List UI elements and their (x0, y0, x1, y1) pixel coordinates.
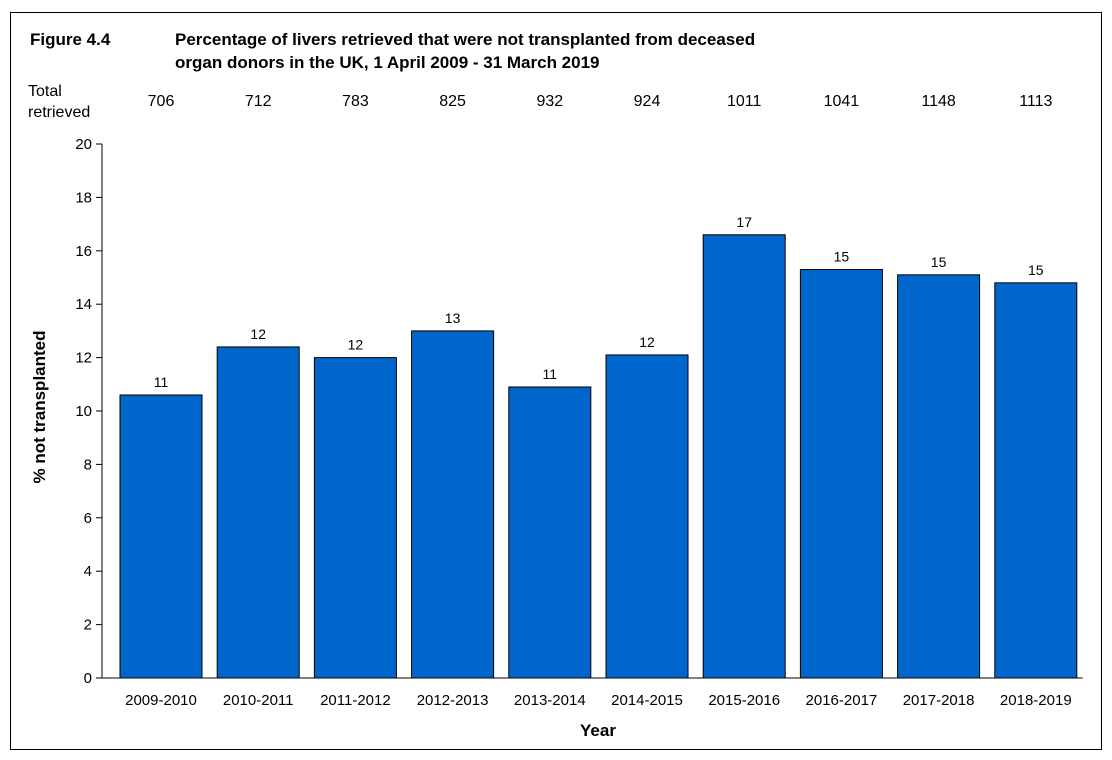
x-tick-label: 2015-2016 (708, 692, 780, 709)
total-retrieved-label-line1: Total (28, 83, 62, 100)
x-tick-label: 2013-2014 (514, 692, 586, 709)
bar (605, 354, 689, 679)
bar-data-label: 15 (1028, 262, 1044, 278)
x-tick-label: 2014-2015 (611, 692, 683, 709)
bar-data-label: 11 (543, 366, 558, 382)
bar-data-labels: 11 12 12 13 11 12 17 15 15 15 (154, 214, 1044, 390)
bar (508, 386, 592, 679)
bar (216, 346, 300, 679)
bars (102, 234, 1083, 679)
figure-number: Figure 4.4 (30, 30, 111, 49)
bar-data-label: 12 (348, 337, 364, 353)
x-tick-label: 2011-2012 (320, 692, 391, 709)
retrieved-value: 1011 (727, 93, 762, 110)
retrieved-value: 825 (439, 93, 466, 110)
x-tick-label: 2018-2019 (1000, 692, 1072, 709)
bar-data-label: 13 (445, 310, 461, 326)
bar-data-label: 12 (250, 326, 266, 342)
x-tick-label: 2012-2013 (417, 692, 489, 709)
figure-title-line2: organ donors in the UK, 1 April 2009 - 3… (175, 53, 600, 72)
y-tick-label: 18 (75, 189, 92, 206)
retrieved-value: 932 (536, 93, 563, 110)
y-tick-label: 20 (75, 136, 92, 153)
x-axis-title: Year (580, 721, 616, 740)
y-tick-label: 14 (75, 296, 92, 313)
bar (119, 394, 203, 679)
x-tick-label: 2016-2017 (806, 692, 878, 709)
retrieved-value: 783 (342, 93, 369, 110)
bar (702, 234, 786, 679)
bar (994, 282, 1078, 679)
bar (897, 274, 981, 679)
y-axis: 0 2 4 6 8 10 12 14 16 18 20 (75, 136, 103, 687)
x-tick-label: 2017-2018 (903, 692, 975, 709)
bar-data-label: 17 (736, 214, 752, 230)
retrieved-value: 924 (634, 93, 661, 110)
y-tick-label: 12 (75, 350, 92, 367)
bar-data-label: 11 (154, 374, 169, 390)
bar-data-label: 15 (931, 254, 947, 270)
retrieved-values: 706 712 783 825 932 924 1011 1041 1148 1113 (148, 93, 1053, 110)
retrieved-value: 1148 (921, 93, 956, 110)
bar (313, 357, 397, 679)
y-tick-label: 10 (75, 403, 92, 420)
y-tick-label: 6 (84, 510, 92, 527)
retrieved-value: 1041 (824, 93, 860, 110)
bar-data-label: 15 (834, 248, 850, 264)
figure-frame (10, 12, 1102, 750)
x-tick-label: 2010-2011 (223, 692, 294, 709)
bar (411, 330, 495, 679)
y-tick-label: 16 (75, 243, 92, 260)
y-tick-label: 2 (84, 617, 92, 634)
y-tick-label: 0 (84, 670, 92, 687)
retrieved-value: 1113 (1019, 93, 1052, 110)
x-tick-label: 2009-2010 (125, 692, 197, 709)
figure-title-line1: Percentage of livers retrieved that were… (175, 30, 755, 49)
total-retrieved-label-line2: retrieved (28, 104, 90, 121)
y-tick-label: 8 (84, 456, 92, 473)
retrieved-value: 706 (148, 93, 175, 110)
retrieved-value: 712 (245, 93, 272, 110)
x-axis-ticks: 2009-2010 2010-2011 2011-2012 2012-2013 2013… (125, 692, 1072, 709)
bar-data-label: 12 (639, 334, 655, 350)
y-tick-label: 4 (84, 563, 92, 580)
y-axis-title: % not transplanted (30, 330, 49, 483)
bar (799, 268, 883, 679)
